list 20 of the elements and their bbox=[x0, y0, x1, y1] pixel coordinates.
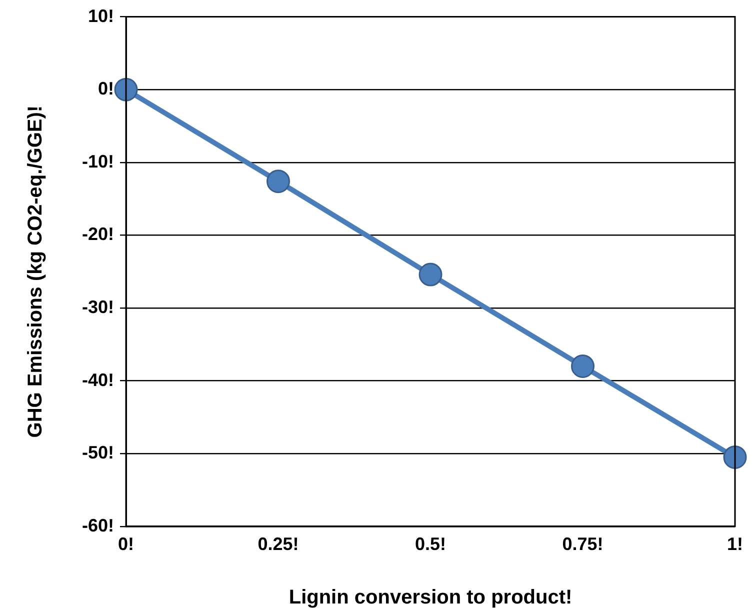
y-axis-title: GHG Emissions (kg CO2-eq./GGE)! bbox=[24, 105, 47, 438]
x-tick-label: 0! bbox=[118, 534, 134, 554]
y-tick-label: 0! bbox=[98, 78, 114, 99]
y-tick-label: -10! bbox=[82, 151, 114, 172]
point bbox=[114, 78, 138, 102]
point bbox=[418, 262, 442, 286]
y-tick-label: -30! bbox=[82, 296, 114, 317]
x-tick-label: 0.5! bbox=[414, 534, 446, 554]
point bbox=[571, 354, 595, 378]
x-tick-label: 1! bbox=[726, 534, 744, 554]
y-tick-label: -50! bbox=[82, 442, 114, 463]
y-tick-label: 10! bbox=[88, 6, 114, 26]
x-tick-label: 0.75! bbox=[562, 534, 604, 554]
y-tick-label: -60! bbox=[82, 515, 114, 536]
x-axis-title: Lignin conversion to product! bbox=[288, 586, 572, 609]
y-tick-label: -40! bbox=[82, 370, 114, 390]
x-tick-label: 0.25! bbox=[258, 534, 299, 554]
point bbox=[723, 445, 747, 469]
point bbox=[266, 170, 290, 194]
y-tick-label: -20! bbox=[82, 224, 114, 244]
